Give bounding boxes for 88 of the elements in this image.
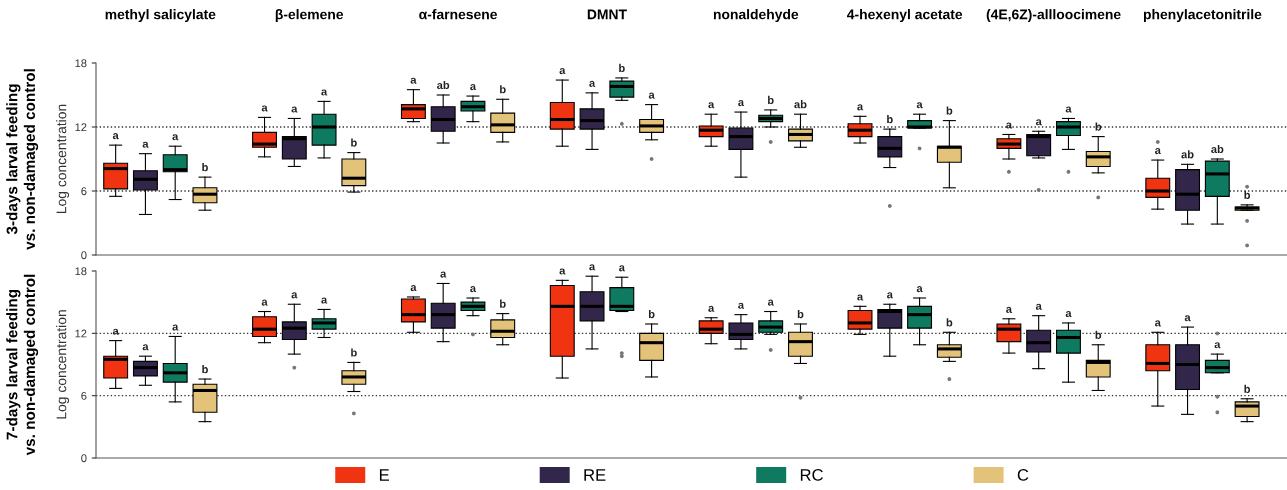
annotation: a	[470, 84, 477, 91]
annotation: a	[410, 77, 417, 84]
annotation: b	[946, 106, 953, 115]
annotation: a	[410, 285, 417, 292]
x-tick-label: (4E,6Z)-allloocimene	[986, 9, 1121, 23]
annotation: b	[500, 85, 506, 94]
y-axis-title: Log concentration	[56, 104, 70, 214]
legend-label: RE	[584, 469, 606, 481]
annotation: b	[619, 63, 625, 72]
annotation: b	[1244, 190, 1251, 199]
annotation: a	[440, 271, 447, 278]
annotation: a	[619, 265, 625, 272]
annotation: a	[1006, 122, 1013, 129]
y-tick-label: 12	[75, 329, 87, 338]
annotation: a	[708, 102, 715, 109]
annotation: b	[202, 163, 208, 172]
annotation: a	[142, 141, 149, 148]
annotation: b	[351, 348, 357, 357]
text: 3-days larval feeding vs. non-damaged control	[6, 69, 39, 250]
annotation: a	[261, 299, 268, 306]
x-tick-label: α-farnesene	[419, 9, 497, 20]
annotation: a	[738, 100, 745, 107]
annotation: a	[708, 305, 715, 312]
y-tick-label: 18	[75, 59, 87, 68]
annotation: a	[470, 286, 477, 293]
annotation: a	[291, 292, 298, 299]
text: 7-days larval feeding vs. non-damaged control	[6, 274, 39, 456]
legend-label: E	[379, 469, 389, 481]
annotation: a	[321, 89, 328, 96]
y-tick-label: 6	[81, 391, 87, 400]
annotation: a	[1065, 106, 1072, 113]
legend-label: C	[1017, 469, 1029, 481]
annotation: b	[202, 365, 208, 374]
x-tick-label: β-elemene	[275, 9, 344, 23]
annotation: a	[1006, 306, 1013, 313]
annotation: a	[1035, 119, 1042, 126]
annotation: b	[768, 95, 774, 104]
annotation: b	[648, 309, 655, 319]
annotation: a	[112, 328, 119, 335]
annotation: a	[1155, 148, 1161, 155]
text: a	[589, 264, 596, 271]
annotation: a	[887, 292, 893, 299]
annotation: a	[916, 102, 923, 109]
x-tick-label: DMNT	[587, 9, 627, 20]
annotation: a	[767, 299, 774, 306]
annotation: a	[261, 105, 268, 112]
legend-label: RC	[800, 469, 823, 481]
annotation: a	[648, 92, 655, 99]
y-tick-label: 0	[81, 251, 87, 260]
annotation: a	[172, 134, 179, 141]
annotation: a	[916, 286, 923, 293]
x-tick-label: nonaldehyde	[713, 9, 799, 23]
annotation: a	[857, 104, 864, 111]
annotation: a	[142, 344, 149, 351]
annotation: b	[797, 309, 804, 319]
y-tick-label: 6	[81, 187, 87, 196]
y-tick-label: 0	[81, 454, 87, 463]
annotation: b	[1095, 122, 1102, 131]
annotation: a	[589, 80, 596, 87]
annotation: a	[559, 68, 566, 75]
annotation: a	[1035, 303, 1042, 310]
annotation: a	[172, 324, 179, 331]
y-tick-label: 18	[75, 267, 87, 276]
annotation: ab	[794, 100, 807, 109]
annotation: a	[1065, 311, 1072, 318]
annotation: a	[559, 268, 566, 275]
annotation: a	[321, 297, 328, 304]
annotation: b	[946, 318, 953, 327]
y-tick-label: 12	[75, 123, 87, 132]
annotation: a	[291, 106, 298, 113]
annotation: ab	[1211, 144, 1224, 154]
annotation: a	[1155, 320, 1161, 327]
annotation: a	[738, 302, 745, 309]
x-tick-label: phenylacetonitrile	[1143, 9, 1262, 23]
annotation: b	[1244, 384, 1251, 393]
x-tick-label: methyl salicylate	[105, 9, 216, 23]
y-axis-title: Log concentration	[56, 310, 70, 419]
annotation: b	[500, 299, 506, 308]
annotation: ab	[437, 80, 450, 90]
annotation: a	[1214, 342, 1221, 349]
x-tick-label: 4-hexenyl acetate	[847, 9, 963, 23]
annotation: a	[112, 133, 119, 140]
annotation: a	[1184, 315, 1191, 322]
annotation: b	[351, 138, 357, 147]
annotation: b	[1095, 330, 1102, 339]
annotation: ab	[1181, 150, 1194, 159]
annotation: a	[857, 294, 864, 301]
annotation: b	[887, 115, 893, 124]
